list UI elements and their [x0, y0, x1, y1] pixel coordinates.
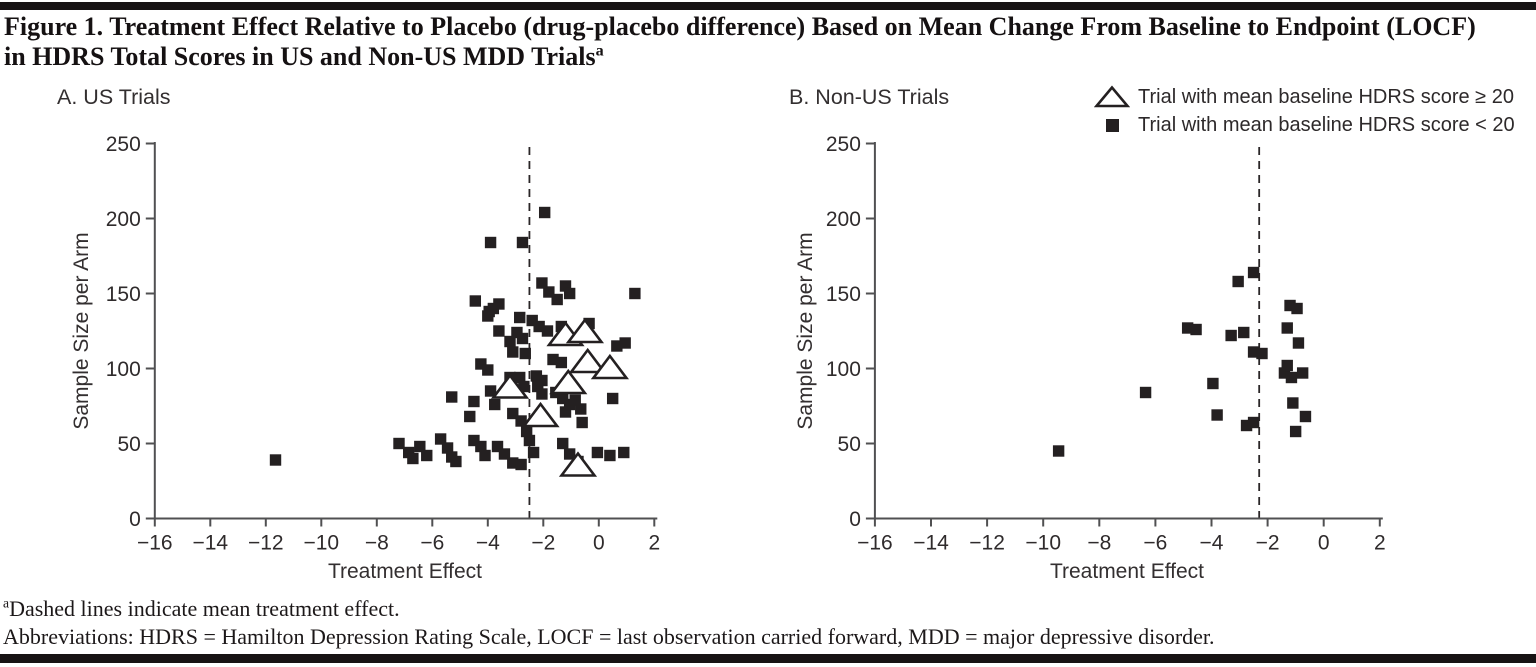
figure-title-line2: in HDRS Total Scores in US and Non-US MD…	[4, 42, 596, 71]
panel-b-x-axis-label: Treatment Effect	[1049, 560, 1205, 583]
svg-text:−10: −10	[303, 532, 339, 555]
panel-b-plot: −16 −14 −12 −10 −8 −6 −4 −2 0 2 0 50 100 150 200 250	[826, 133, 1386, 555]
svg-text:−4: −4	[476, 532, 500, 555]
svg-text:−6: −6	[1143, 532, 1167, 555]
bottom-rule	[0, 654, 1536, 663]
panel-a-plot: −16 −14 −12 −10 −8 −6 −4 −2 0 2 0 50 100 150 200 250	[106, 133, 660, 555]
svg-text:−12: −12	[969, 532, 1005, 555]
legend-label: Trial with mean baseline HDRS score < 20	[1138, 113, 1515, 136]
svg-text:2: 2	[648, 532, 660, 555]
svg-text:−16: −16	[857, 532, 893, 555]
svg-text:50: 50	[838, 433, 861, 456]
legend-label: Trial with mean baseline HDRS score ≥ 20	[1138, 85, 1514, 108]
legend: Trial with mean baseline HDRS score ≥ 20…	[1094, 83, 1515, 139]
open-triangle-icon	[1094, 85, 1130, 109]
footnote-dashed-lines: aDashed lines indicate mean treatment ef…	[3, 596, 400, 622]
svg-text:−14: −14	[913, 532, 949, 555]
svg-text:100: 100	[106, 358, 141, 381]
svg-text:2: 2	[1374, 532, 1386, 555]
svg-text:200: 200	[106, 208, 141, 231]
svg-text:0: 0	[849, 508, 861, 531]
svg-text:250: 250	[106, 133, 141, 156]
svg-text:−8: −8	[1087, 532, 1111, 555]
panel-a-x-axis-label: Treatment Effect	[327, 560, 483, 583]
svg-text:−2: −2	[531, 532, 555, 555]
footnote-abbreviations: Abbreviations: HDRS = Hamilton Depressio…	[3, 624, 1215, 649]
svg-text:−16: −16	[137, 532, 173, 555]
svg-text:0: 0	[1318, 532, 1330, 555]
svg-text:150: 150	[106, 283, 141, 306]
svg-text:−4: −4	[1200, 532, 1224, 555]
svg-text:50: 50	[117, 433, 140, 456]
panel-b-title: B. Non-US Trials	[789, 85, 950, 109]
svg-text:−2: −2	[1256, 532, 1280, 555]
figure-title: Figure 1. Treatment Effect Relative to P…	[4, 12, 1476, 72]
svg-text:0: 0	[593, 532, 605, 555]
panel-a-title: A. US Trials	[57, 85, 171, 109]
filled-square-icon	[1094, 113, 1130, 137]
svg-text:−6: −6	[420, 532, 444, 555]
svg-text:−10: −10	[1025, 532, 1061, 555]
panel-a-y-axis-label: Sample Size per Arm	[70, 232, 93, 430]
svg-text:−12: −12	[248, 532, 284, 555]
svg-text:250: 250	[826, 133, 861, 156]
figure-title-superscript: a	[595, 42, 604, 60]
legend-item-hdrs-lt-20: Trial with mean baseline HDRS score < 20	[1094, 111, 1515, 139]
panel-b-y-axis-label: Sample Size per Arm	[794, 232, 817, 430]
footnote-line1-text: Dashed lines indicate mean treatment eff…	[9, 596, 400, 621]
svg-text:−14: −14	[192, 532, 228, 555]
svg-text:−8: −8	[365, 532, 389, 555]
legend-item-hdrs-ge-20: Trial with mean baseline HDRS score ≥ 20	[1094, 83, 1515, 111]
footnote-superscript: a	[3, 595, 10, 611]
svg-text:200: 200	[826, 208, 861, 231]
svg-text:100: 100	[826, 358, 861, 381]
svg-text:0: 0	[129, 508, 141, 531]
top-rule	[0, 2, 1536, 10]
figure-title-line1: Figure 1. Treatment Effect Relative to P…	[4, 12, 1476, 41]
svg-text:150: 150	[826, 283, 861, 306]
